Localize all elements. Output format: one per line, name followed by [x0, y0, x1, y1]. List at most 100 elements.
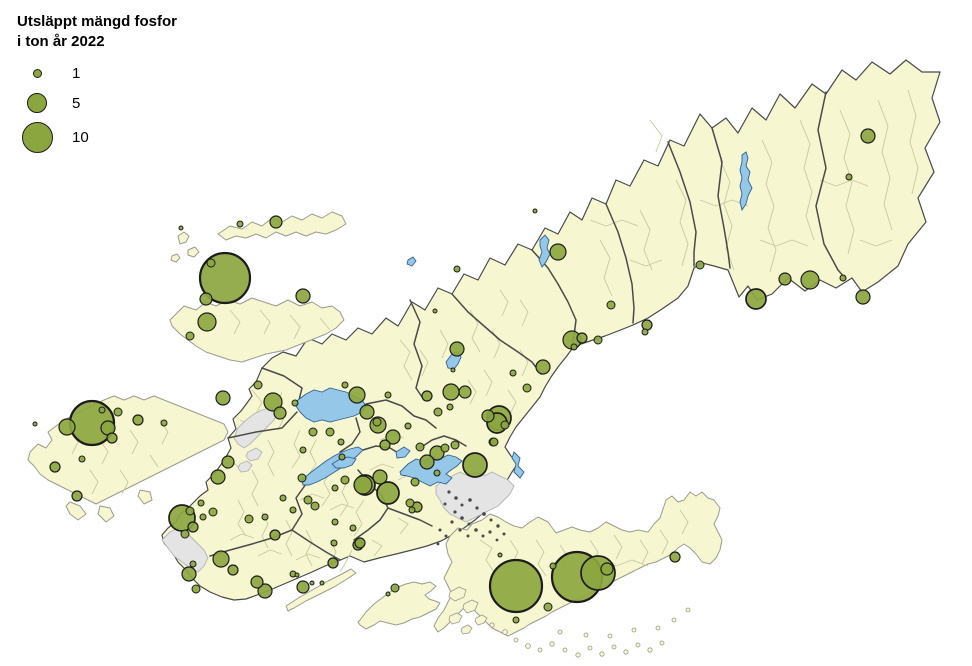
skerry-dark — [468, 498, 472, 502]
emission-bubble — [199, 513, 207, 521]
skerry-dark — [467, 522, 471, 526]
emission-bubble — [488, 558, 544, 614]
emission-bubble — [845, 173, 853, 181]
legend-circle-5-ton — [27, 93, 47, 113]
emission-bubble — [446, 403, 454, 411]
emission-bubble — [197, 312, 217, 332]
islet-northwest-3 — [170, 253, 181, 263]
emission-bubble — [319, 580, 325, 586]
skerry-dark — [466, 534, 470, 538]
oslo-peninsula-2 — [97, 505, 115, 523]
map-title-line1: Utsläppt mängd fosfor — [17, 13, 177, 30]
emission-bubble — [600, 562, 614, 576]
emission-bubble — [331, 518, 339, 526]
finnish-skerry — [489, 622, 495, 628]
emission-bubble — [227, 564, 239, 576]
emission-bubble — [379, 439, 391, 451]
skerry-dark — [444, 534, 448, 538]
emission-bubble — [576, 332, 588, 344]
finnish-skerry — [587, 645, 593, 651]
finnish-skerry — [655, 625, 661, 631]
emission-bubble — [261, 513, 269, 521]
aland-island-1 — [448, 586, 467, 602]
emission-bubble — [78, 455, 86, 463]
emission-bubble — [390, 583, 400, 593]
legend-circle-1-ton — [32, 68, 42, 78]
finnish-skerry — [623, 649, 629, 655]
skerry-dark — [443, 502, 447, 506]
emission-bubble — [221, 455, 235, 469]
emission-bubble — [297, 473, 307, 483]
emission-bubble — [549, 243, 567, 261]
emission-bubble — [208, 507, 218, 517]
emission-bubble — [433, 407, 443, 417]
finnish-skerry — [599, 651, 605, 657]
emission-bubble — [299, 446, 307, 454]
finnish-skerry — [513, 637, 519, 643]
emission-bubble — [269, 529, 281, 541]
skerry-dark — [482, 512, 486, 516]
emission-bubble — [215, 390, 231, 406]
finnish-skerry — [635, 642, 641, 648]
bubble-layer — [32, 128, 876, 624]
emission-bubble — [450, 367, 456, 373]
size-legend: 1 5 10 — [16, 58, 89, 156]
legend-label-5-ton: 5 — [72, 94, 81, 112]
legend-row-3: 10 — [16, 118, 89, 156]
skerry-dark — [453, 510, 457, 514]
skerry-dark — [474, 528, 478, 532]
emission-bubble — [296, 580, 310, 594]
gray-region-small-2 — [237, 460, 253, 473]
oslo-peninsula-3 — [137, 489, 153, 505]
emission-bubble — [442, 383, 460, 401]
emission-bubble — [745, 288, 767, 310]
legend-row-2: 5 — [16, 88, 89, 118]
finnish-skerry — [525, 643, 531, 649]
emission-bubble — [606, 300, 616, 310]
aland-island-2 — [462, 599, 479, 614]
aland-island-4 — [474, 614, 488, 626]
emission-bubble — [497, 552, 503, 558]
emission-bubble — [353, 475, 373, 495]
emission-bubble — [330, 539, 338, 547]
emission-bubble — [132, 414, 144, 426]
legend-dot-cell-3 — [16, 121, 58, 153]
emission-bubble — [71, 490, 83, 502]
emission-bubble — [512, 616, 520, 624]
emission-bubble — [372, 417, 382, 427]
emission-bubble — [376, 481, 400, 505]
emission-bubble — [359, 404, 375, 420]
skerry-dark — [496, 524, 500, 528]
emission-bubble — [449, 341, 465, 357]
oslo-peninsula-1 — [65, 501, 87, 521]
landmasses — [27, 59, 941, 637]
emission-bubble — [372, 469, 388, 485]
emission-bubble — [433, 469, 441, 477]
skerry-dark — [502, 532, 506, 536]
emission-bubble — [481, 409, 495, 423]
emission-bubble — [419, 454, 435, 470]
emission-bubble — [180, 529, 190, 539]
emission-bubble — [549, 562, 557, 570]
emission-bubble — [250, 575, 264, 589]
emission-bubble — [415, 442, 425, 452]
emission-bubble — [199, 292, 213, 306]
emission-bubble — [349, 524, 357, 532]
emission-bubble — [404, 422, 412, 430]
finnish-skerry — [647, 647, 653, 653]
emission-bubble — [429, 445, 445, 461]
legend-row-1: 1 — [16, 58, 89, 88]
emission-bubble — [236, 220, 244, 228]
lake-malaren-arm — [395, 446, 411, 459]
lake-small-west — [406, 256, 417, 267]
emission-bubble — [331, 484, 339, 492]
emission-bubble — [185, 331, 195, 341]
skerry-dark — [495, 538, 499, 542]
islet-northwest-1 — [177, 231, 190, 245]
emission-bubble — [337, 438, 345, 446]
finnish-skerry — [607, 633, 613, 639]
emission-bubble — [58, 418, 76, 436]
emission-bubble — [308, 427, 318, 437]
